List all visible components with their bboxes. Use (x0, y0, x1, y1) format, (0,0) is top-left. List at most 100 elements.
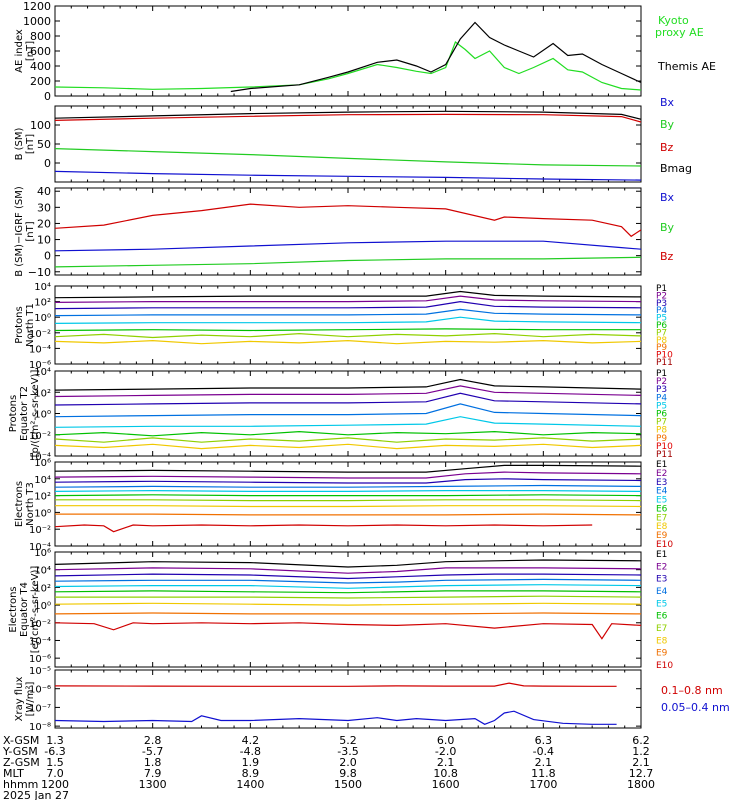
y-tick-label: 600 (30, 45, 51, 58)
panel-frame (54, 5, 642, 97)
ephemeris-value: -4.8 (240, 745, 261, 758)
ephemeris-value: 1.9 (242, 756, 260, 769)
legend-entry: E9 (656, 531, 668, 541)
y-tick-label: 10⁻⁶ (29, 654, 51, 665)
legend-entry: E4 (656, 487, 668, 497)
panel-1: 0 200 400 600 800 1000 1200 AE index [nT] Kyotopr… (14, 0, 716, 103)
series-line-p2 (55, 385, 641, 398)
series-line-e5 (55, 489, 641, 492)
y-tick-label: 10⁻⁷ (29, 703, 51, 714)
ephemeris-value: 1.5 (46, 756, 64, 769)
ephemeris-row-label: Y-GSM (2, 745, 38, 758)
y-tick-label: 10⁰ (34, 410, 51, 421)
series-line-e7 (55, 595, 641, 599)
y-tick-label: 10⁻⁶ (29, 685, 51, 696)
series-line-p5 (55, 416, 641, 428)
ephemeris-value: 1400 (236, 778, 264, 791)
legend-entry: P3 (656, 385, 667, 395)
legend-entry: P5 (656, 401, 667, 411)
y-axis-label: B (SM) (14, 127, 25, 160)
series-line-p5 (55, 316, 641, 324)
y-tick-label: 10⁻⁶ (29, 360, 51, 371)
ephemeris-value: 2.1 (632, 756, 650, 769)
ephemeris-value: 2.0 (339, 756, 357, 769)
series-line-e3 (55, 573, 641, 580)
y-axis-label: AE index (14, 29, 25, 73)
y-tick-label: 100 (30, 119, 51, 132)
y-tick-label: 1200 (23, 0, 51, 13)
ephemeris-value: 2.1 (535, 756, 553, 769)
legend-entry: P2 (656, 291, 667, 301)
legend-entry: P3 (656, 299, 667, 309)
legend-entry: E8 (656, 636, 668, 646)
y-tick-label: 10⁶ (34, 548, 51, 559)
ephemeris-value: 5.2 (339, 734, 357, 747)
legend-entry: Bz (660, 141, 674, 154)
panel-5: 10⁻⁴ 10⁻² 10⁰ 10² 10⁴ Protons Equator T2 [p/(cm… (8, 367, 673, 463)
legend-entry: E10 (656, 661, 673, 671)
series-line-e6 (55, 590, 641, 594)
y-tick-label: 10⁰ (34, 313, 51, 324)
series-line-e5 (55, 584, 641, 589)
ephemeris-row-label: hhmm (3, 778, 38, 791)
y-axis-label: North T1 (25, 303, 36, 347)
y-tick-label: 0 (44, 250, 51, 263)
y-tick-label: 10⁻² (29, 329, 51, 340)
series-line-bx (55, 170, 641, 181)
ephemeris-value: 6.0 (437, 734, 455, 747)
ephemeris-value: -3.5 (337, 745, 358, 758)
y-axis-label: North T3 (25, 482, 36, 526)
y-axis-label: [p/(cm²-s-sr-keV)] (30, 370, 41, 458)
ephemeris-row-label: X-GSM (3, 734, 39, 747)
legend-entry: E5 (656, 599, 667, 609)
y-tick-label: 10⁻⁸ (29, 722, 51, 733)
series-line-e10 (55, 622, 641, 640)
y-tick-label: 10⁴ (34, 566, 51, 577)
y-tick-label: 10² (34, 492, 51, 503)
legend-entry: 0.1–0.8 nm (661, 684, 723, 697)
series-line-p7 (55, 332, 641, 339)
series-line-e6 (55, 494, 641, 497)
legend-entry: P9 (656, 434, 667, 444)
series-line-e8 (55, 602, 641, 606)
legend-entry: P9 (656, 343, 667, 353)
legend-entry: P2 (656, 377, 667, 387)
y-tick-label: 10⁻⁴ (29, 452, 51, 463)
series-line-e2 (55, 567, 641, 574)
series-line-e2 (55, 471, 641, 479)
panel-3: −10 0 10 20 30 40 B (SM)−IGRF (SM) [nT] Bx By Bz (14, 185, 675, 279)
y-axis-label: B (SM)−IGRF (SM) (14, 186, 25, 277)
y-tick-label: 10⁻² (29, 431, 51, 442)
ephemeris-value: 1800 (627, 778, 655, 791)
y-tick-label: 10⁰ (34, 601, 51, 612)
ephemeris-value: 6.2 (632, 734, 650, 747)
y-tick-label: 10² (34, 388, 51, 399)
panel-4: 10⁻⁶ 10⁻⁴ 10⁻² 10⁰ 10² 10⁴ Protons North T1 P1P2… (14, 282, 673, 371)
legend-entry: Bz (660, 250, 674, 263)
y-tick-label: 800 (30, 30, 51, 43)
legend-entry: By (660, 118, 675, 131)
y-axis-label: Protons (14, 306, 25, 343)
ephemeris-value: -2.0 (435, 745, 456, 758)
panel-frame (54, 551, 642, 668)
panel-frame (54, 187, 642, 276)
ephemeris-value: 7.0 (46, 767, 64, 780)
y-tick-label: 10⁻² (29, 619, 51, 630)
y-tick-label: 200 (30, 75, 51, 88)
y-tick-label: 1000 (23, 15, 51, 28)
ephemeris-value: 1300 (139, 778, 167, 791)
legend-entry: E1 (656, 550, 667, 560)
legend-entry: Kyoto (658, 14, 689, 27)
ephemeris-value: 11.8 (531, 767, 556, 780)
panel-2: 0 50 100 B (SM) [nT] Bx By Bz Bmag (14, 96, 692, 183)
legend-entry: E2 (656, 562, 667, 572)
y-tick-label: 10² (34, 298, 51, 309)
legend-entry: E7 (656, 513, 667, 523)
ephemeris-value: 2.8 (144, 734, 162, 747)
y-tick-label: 20 (37, 217, 51, 230)
y-axis-label: Protons (8, 395, 19, 432)
series-line-bx (55, 240, 641, 252)
series-line-bz (55, 203, 641, 238)
